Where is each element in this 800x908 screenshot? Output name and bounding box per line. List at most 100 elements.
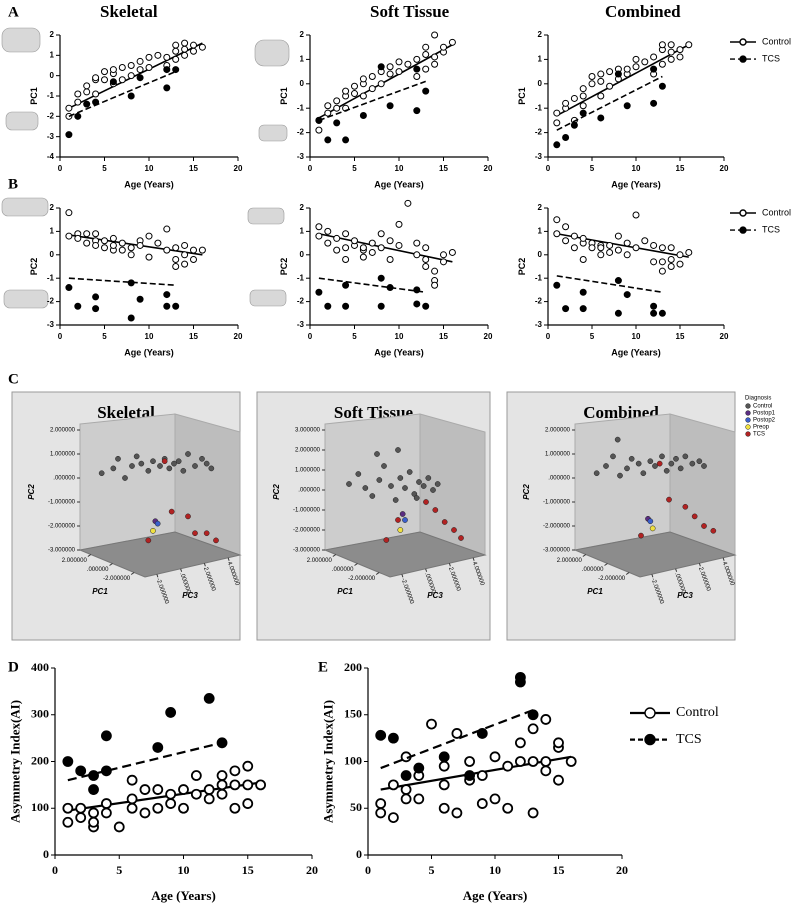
data-point [127, 244, 135, 252]
data-point [423, 499, 429, 505]
z-tick [227, 557, 230, 561]
data-point [203, 460, 210, 467]
data-point [74, 98, 82, 106]
x-axis-label: Age (Years) [124, 348, 174, 358]
data-point [136, 74, 144, 82]
y-tick-label: -3 [535, 152, 543, 161]
data-point [623, 291, 631, 299]
data-point [88, 816, 99, 828]
data-point [242, 760, 254, 772]
data-point [540, 765, 552, 777]
x-tick-label: 10 [395, 332, 404, 341]
data-point [368, 239, 376, 247]
data-point [229, 802, 241, 814]
y-tick-label: 2 [50, 30, 55, 39]
data-point [667, 244, 675, 252]
data-point [375, 807, 387, 819]
data-point [570, 244, 578, 252]
data-point [701, 463, 707, 469]
data-point [448, 248, 456, 256]
data-point [190, 246, 197, 254]
data-point [606, 68, 614, 76]
data-point [682, 453, 689, 460]
x-axis-label: Age (Years) [611, 180, 661, 190]
data-point [333, 234, 341, 242]
y-tick-label: 2 [538, 203, 543, 212]
y-tick-label: 2 [538, 30, 543, 39]
data-point [216, 737, 228, 749]
x-tick-label: 20 [720, 332, 729, 341]
data-point [145, 53, 153, 61]
data-point [434, 481, 441, 487]
data-point [387, 732, 399, 744]
data-point [101, 798, 112, 809]
data-point [527, 807, 539, 819]
data-point [342, 230, 350, 238]
data-point [623, 102, 631, 110]
x-tick-label: -2.000000 [598, 576, 626, 582]
data-point [342, 244, 350, 252]
data-point [422, 51, 430, 59]
y-axis-label: PC2 [272, 484, 281, 500]
data-point [133, 453, 140, 460]
data-point [315, 116, 323, 124]
x-tick [375, 572, 380, 575]
data-point [198, 246, 206, 254]
data-point [181, 260, 189, 268]
x-tick-label: 15 [553, 863, 565, 877]
legend-marker [644, 733, 656, 746]
data-point [216, 779, 228, 791]
data-point [101, 730, 112, 742]
data-point [368, 248, 376, 256]
x-tick-label: 10 [145, 164, 154, 173]
y-tick-label: 300 [31, 707, 49, 721]
x-tick-label: .000000 [332, 567, 354, 573]
fit-line [556, 232, 689, 258]
data-point [562, 305, 570, 313]
x-tick-label: 2.000000 [62, 558, 88, 564]
data-point [65, 209, 73, 217]
data-point [229, 779, 241, 791]
data-point [422, 263, 430, 270]
y-tick-label: -3.000000 [543, 548, 571, 554]
panel-label: B [8, 176, 18, 192]
data-point [342, 136, 350, 144]
y-tick-label: 2.000000 [50, 428, 76, 434]
data-point [632, 211, 640, 219]
y-tick-label: -1 [535, 273, 543, 282]
x-tick-label: 15 [439, 332, 448, 341]
z-tick [425, 568, 428, 572]
data-point [597, 114, 605, 122]
data-point [118, 246, 126, 254]
data-point [553, 141, 561, 149]
data-point [395, 68, 403, 76]
data-point [172, 255, 180, 263]
x-tick-label: 5 [590, 332, 595, 341]
data-point [178, 802, 189, 814]
y-tick-label: 1.000000 [295, 468, 321, 474]
data-point [145, 253, 153, 261]
data-point [145, 537, 152, 544]
x-axis-label: Age (Years) [124, 180, 174, 190]
legend-label: Control [753, 404, 772, 410]
data-point [656, 460, 663, 467]
panel-label: E [318, 659, 328, 675]
y-tick-label: -1 [47, 91, 55, 100]
data-point [640, 470, 647, 477]
y-tick-label: -1.000000 [543, 500, 571, 506]
x-tick [87, 554, 92, 557]
x-tick-label: 20 [234, 332, 243, 341]
data-point [416, 479, 422, 485]
x-tick-label: 15 [439, 164, 448, 173]
z-tick [156, 574, 159, 578]
data-point [650, 309, 658, 317]
data-point [628, 455, 635, 462]
data-point [92, 98, 100, 106]
x-tick-label: 2.000000 [557, 558, 583, 564]
data-point [150, 527, 156, 534]
legend-label: TCS [676, 732, 702, 747]
data-point [623, 239, 631, 247]
z-tick [203, 563, 206, 567]
legend-marker [739, 55, 747, 63]
